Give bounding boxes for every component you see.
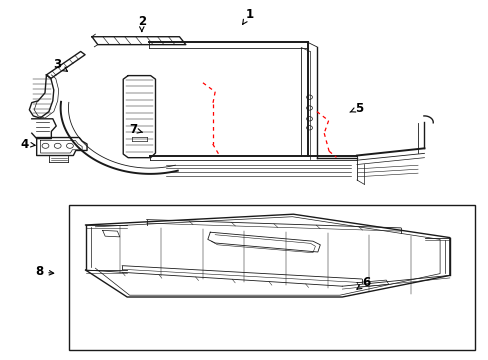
Text: 6: 6 [356, 276, 370, 289]
Text: 3: 3 [54, 58, 67, 71]
Text: 5: 5 [349, 102, 363, 114]
Text: 8: 8 [35, 265, 54, 278]
Text: 1: 1 [242, 8, 253, 24]
Text: 7: 7 [129, 123, 142, 136]
Text: 2: 2 [138, 15, 145, 31]
Bar [69, 205, 474, 350]
Text: 4: 4 [20, 138, 35, 150]
